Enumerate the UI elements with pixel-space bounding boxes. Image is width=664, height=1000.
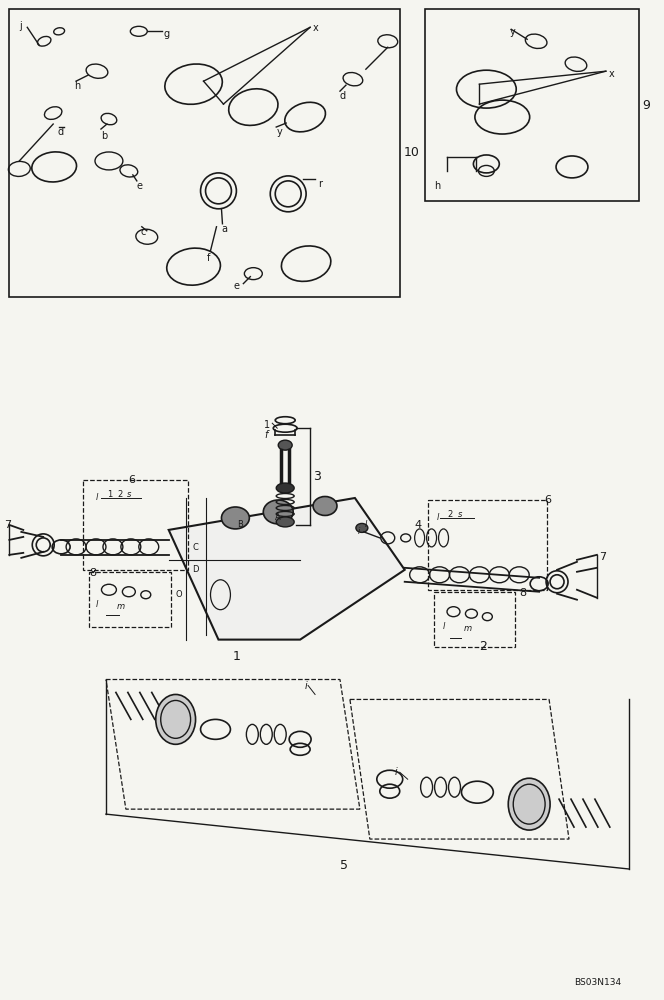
Text: b: b: [101, 131, 107, 141]
Text: A: A: [276, 513, 281, 522]
Text: f: f: [264, 430, 268, 440]
Text: e: e: [234, 281, 240, 291]
Text: x: x: [609, 69, 615, 79]
Text: l: l: [96, 493, 98, 502]
Ellipse shape: [276, 483, 294, 493]
Text: 2: 2: [479, 640, 487, 653]
Text: d: d: [57, 127, 63, 137]
Ellipse shape: [508, 778, 550, 830]
Bar: [434, 592, 515, 647]
Text: i: i: [394, 767, 398, 777]
Text: m: m: [117, 602, 125, 611]
Text: h: h: [434, 181, 441, 191]
Ellipse shape: [264, 500, 293, 524]
Text: 5: 5: [340, 859, 348, 872]
Ellipse shape: [222, 507, 250, 529]
Text: s: s: [127, 490, 131, 499]
Bar: [424, 9, 639, 201]
Text: C: C: [193, 543, 199, 552]
Text: 2: 2: [117, 490, 122, 499]
Text: 7: 7: [5, 520, 11, 530]
Text: 8: 8: [89, 568, 96, 578]
Ellipse shape: [156, 694, 196, 744]
Text: 9: 9: [643, 99, 651, 112]
Text: O: O: [175, 590, 182, 599]
Text: 4: 4: [414, 520, 422, 530]
Text: l: l: [442, 622, 445, 631]
Text: m: m: [463, 624, 471, 633]
Text: d: d: [340, 91, 346, 101]
Text: r: r: [318, 179, 322, 189]
Text: D: D: [193, 565, 199, 574]
Text: 1: 1: [232, 650, 240, 663]
Text: l: l: [436, 513, 439, 522]
Text: 10: 10: [404, 146, 420, 159]
Text: 6: 6: [128, 475, 135, 485]
Text: l: l: [96, 600, 98, 609]
Text: B: B: [238, 520, 243, 529]
Text: e: e: [137, 181, 143, 191]
Ellipse shape: [278, 440, 292, 450]
Text: i: i: [305, 681, 308, 691]
Text: i: i: [358, 527, 361, 536]
Text: 7: 7: [599, 552, 606, 562]
Text: 3: 3: [313, 470, 321, 483]
Text: x: x: [313, 23, 319, 33]
Ellipse shape: [356, 523, 368, 532]
Text: g: g: [164, 29, 170, 39]
Text: j: j: [19, 21, 22, 31]
Text: 6: 6: [544, 495, 551, 505]
Bar: [89, 572, 171, 627]
Text: s: s: [457, 510, 462, 519]
Text: 1: 1: [264, 420, 270, 430]
Text: 1: 1: [107, 490, 112, 499]
Bar: [428, 500, 547, 590]
Text: c: c: [141, 227, 146, 237]
Text: 2: 2: [448, 510, 453, 519]
Ellipse shape: [313, 497, 337, 515]
Bar: [83, 480, 188, 570]
Text: y: y: [509, 27, 515, 37]
Text: a: a: [222, 224, 228, 234]
Ellipse shape: [276, 517, 294, 527]
Text: y: y: [276, 127, 282, 137]
Polygon shape: [169, 498, 404, 640]
Text: 8: 8: [519, 588, 527, 598]
Bar: [9, 9, 400, 297]
Text: f: f: [207, 253, 210, 263]
Text: h: h: [74, 81, 80, 91]
Text: l: l: [365, 520, 367, 529]
Text: BS03N134: BS03N134: [574, 978, 621, 987]
